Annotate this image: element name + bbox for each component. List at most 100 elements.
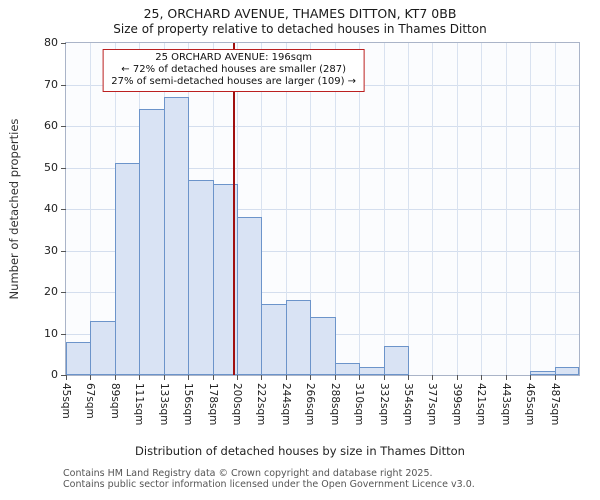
y-tick-label: 30 <box>44 243 58 257</box>
x-tick-mark <box>163 375 165 380</box>
footer-copyright: Contains HM Land Registry data © Crown c… <box>63 468 433 479</box>
x-tick-mark <box>139 375 141 380</box>
y-tick-label: 0 <box>51 368 58 381</box>
y-tick-label: 40 <box>44 202 58 215</box>
v-gridline <box>383 43 385 375</box>
y-tick-mark <box>61 333 66 335</box>
bar <box>261 304 287 375</box>
y-tick-label: 60 <box>44 119 58 132</box>
x-tick-mark <box>432 375 434 380</box>
h-gridline <box>66 292 579 293</box>
x-tick-mark <box>310 375 312 380</box>
x-tick-label: 67sqm <box>84 383 97 419</box>
bar <box>237 217 263 375</box>
chart-title: 25, ORCHARD AVENUE, THAMES DITTON, KT7 0… <box>143 6 457 21</box>
h-gridline <box>66 167 579 169</box>
x-tick-mark <box>456 375 458 380</box>
y-tick-mark <box>61 209 66 210</box>
y-tick-label: 10 <box>44 326 58 340</box>
x-tick-label: 310sqm <box>353 383 366 426</box>
y-tick-mark <box>61 167 66 169</box>
bar <box>383 345 409 375</box>
x-tick-label: 178sqm <box>206 383 219 426</box>
x-tick-mark <box>554 375 556 380</box>
x-tick-mark <box>212 375 214 380</box>
v-gridline <box>261 43 263 375</box>
bar <box>334 362 361 375</box>
x-tick-mark <box>481 375 483 380</box>
y-tick-mark <box>61 250 66 252</box>
h-gridline <box>66 250 579 252</box>
v-gridline <box>334 43 336 375</box>
h-gridline <box>66 209 579 210</box>
marker-annotation: 25 ORCHARD AVENUE: 196sqm ← 72% of detach… <box>102 49 366 92</box>
v-gridline <box>530 43 532 375</box>
x-tick-label: 332sqm <box>377 383 390 426</box>
x-tick-mark <box>285 375 287 380</box>
x-tick-mark <box>66 375 67 380</box>
x-axis-label: Distribution of detached houses by size … <box>135 444 465 458</box>
x-tick-mark <box>261 375 263 380</box>
x-tick-label: 288sqm <box>328 383 341 426</box>
y-tick-mark <box>61 292 66 293</box>
bar <box>310 316 336 375</box>
x-tick-mark <box>383 375 385 380</box>
v-gridline <box>285 43 287 375</box>
x-tick-label: 222sqm <box>255 383 268 426</box>
footer-licence: Contains public sector information licen… <box>63 479 475 490</box>
x-tick-label: 399sqm <box>450 383 463 426</box>
v-gridline <box>90 43 92 375</box>
bar <box>285 300 312 375</box>
x-tick-label: 89sqm <box>108 383 121 419</box>
v-gridline <box>408 43 409 375</box>
v-gridline <box>432 43 434 375</box>
y-tick-label: 20 <box>44 285 58 298</box>
x-tick-mark <box>408 375 409 380</box>
v-gridline <box>505 43 507 375</box>
y-tick-label: 80 <box>44 36 58 49</box>
bar <box>66 341 92 375</box>
x-tick-label: 156sqm <box>182 383 195 426</box>
bar <box>90 321 116 375</box>
v-gridline <box>310 43 312 375</box>
y-tick-mark <box>61 375 66 376</box>
x-tick-label: 377sqm <box>426 383 439 426</box>
x-tick-label: 111sqm <box>133 383 146 426</box>
x-tick-label: 443sqm <box>499 383 512 426</box>
marker-annotation-line: ← 72% of detached houses are smaller (28… <box>121 64 347 75</box>
bar <box>139 109 165 375</box>
x-tick-mark <box>359 375 361 380</box>
y-tick-label: 70 <box>44 77 58 91</box>
v-gridline <box>456 43 458 375</box>
bar <box>554 366 579 375</box>
x-tick-label: 354sqm <box>402 383 414 426</box>
bar <box>188 179 214 375</box>
x-tick-mark <box>237 375 238 380</box>
x-tick-mark <box>505 375 507 380</box>
x-tick-label: 465sqm <box>524 383 537 426</box>
plot-area: 0 10 20 30 40 50 60 70 80 45sqm 67sqm 89sqm 111sqm 13… <box>44 36 580 425</box>
x-tick-label: 200sqm <box>231 383 243 426</box>
x-tick-label: 487sqm <box>548 383 561 426</box>
marker-annotation-line: 27% of semi-detached houses are larger (… <box>111 76 357 87</box>
x-tick-label: 421sqm <box>475 383 488 426</box>
x-tick-mark <box>90 375 92 380</box>
y-tick-mark <box>61 84 66 86</box>
chart-subtitle: Size of property relative to detached ho… <box>113 22 487 36</box>
x-tick-label: 45sqm <box>60 383 72 419</box>
y-tick-mark <box>61 126 66 127</box>
marker-annotation-line: 25 ORCHARD AVENUE: 196sqm <box>155 52 313 63</box>
h-gridline <box>66 126 579 127</box>
x-tick-mark <box>530 375 532 380</box>
bar <box>163 96 190 375</box>
bar <box>359 366 385 375</box>
v-gridline <box>554 43 556 375</box>
x-tick-mark <box>114 375 116 380</box>
y-tick-mark <box>61 43 66 44</box>
x-tick-mark <box>188 375 190 380</box>
x-tick-label: 133sqm <box>157 383 170 426</box>
v-gridline <box>359 43 361 375</box>
property-marker-line <box>232 43 235 375</box>
bar <box>530 370 556 375</box>
